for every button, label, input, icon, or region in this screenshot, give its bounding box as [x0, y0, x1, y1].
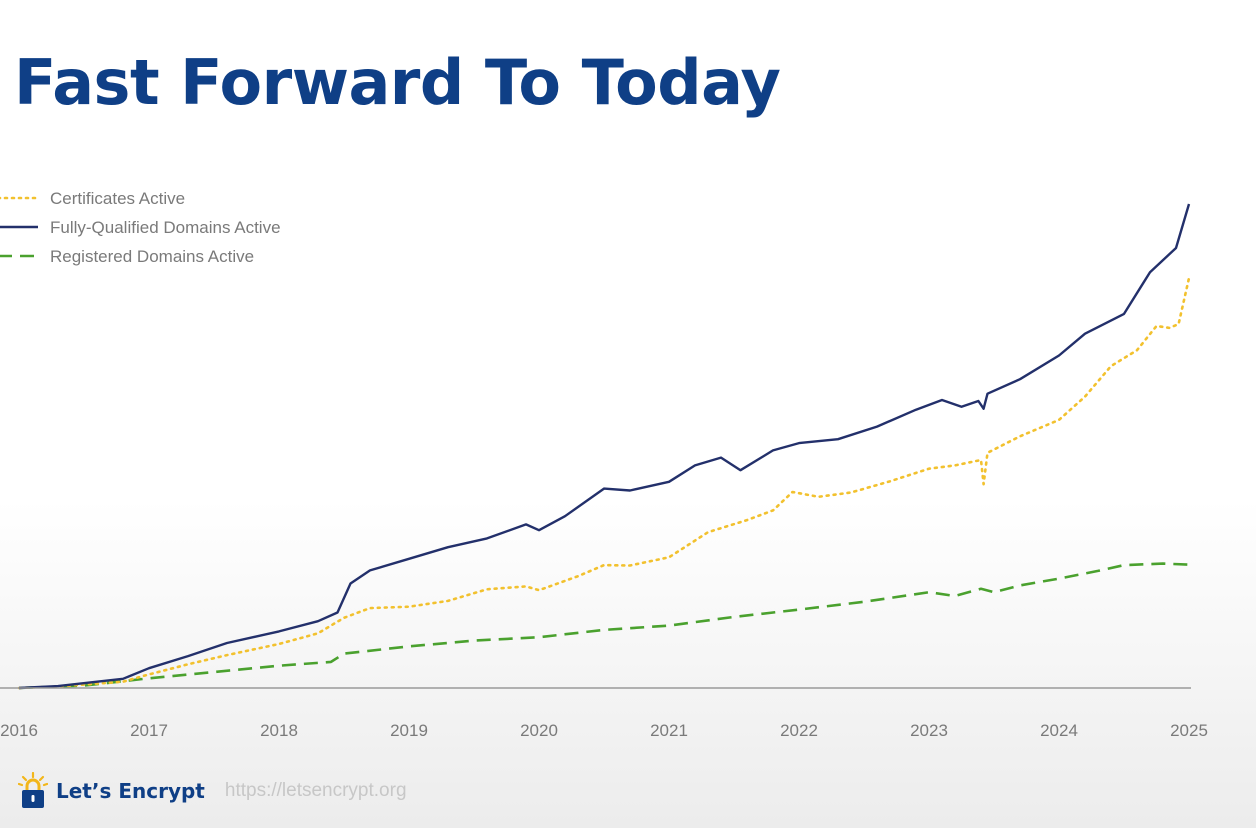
x-tick-label: 2020	[520, 721, 558, 740]
legend-label: Fully-Qualified Domains Active	[50, 218, 281, 237]
brand-url-link[interactable]: https://letsencrypt.org	[224, 780, 407, 801]
x-tick-label: 2024	[1040, 721, 1078, 740]
x-tick-label: 2016	[0, 721, 38, 740]
series-layer	[17, 203, 1191, 690]
brand-name: Let’s Encrypt	[56, 779, 205, 803]
series-line-fully-qualified-domains-active	[18, 203, 1191, 690]
legend-label: Certificates Active	[50, 189, 185, 208]
x-axis-ticks: 2016 2017 2018 2019 2020 2021 2022 2023 2024 2025	[0, 721, 1208, 740]
x-tick-label: 2021	[650, 721, 688, 740]
x-tick-label: 2022	[780, 721, 818, 740]
series-line-registered-domains-active	[18, 562, 1190, 690]
x-tick-label: 2017	[130, 721, 168, 740]
padlock-sun-icon	[18, 772, 48, 808]
x-tick-label: 2023	[910, 721, 948, 740]
series-line-certificates-active	[17, 276, 1191, 690]
footer-brand: Let’s Encrypt https://letsencrypt.org	[18, 772, 407, 810]
chart-legend: Certificates Active Fully-Qualified Domai…	[0, 189, 281, 266]
x-tick-label: 2018	[260, 721, 298, 740]
legend-label: Registered Domains Active	[50, 247, 254, 266]
slide-title: Fast Forward To Today	[14, 46, 781, 119]
x-tick-label: 2025	[1170, 721, 1208, 740]
x-tick-label: 2019	[390, 721, 428, 740]
